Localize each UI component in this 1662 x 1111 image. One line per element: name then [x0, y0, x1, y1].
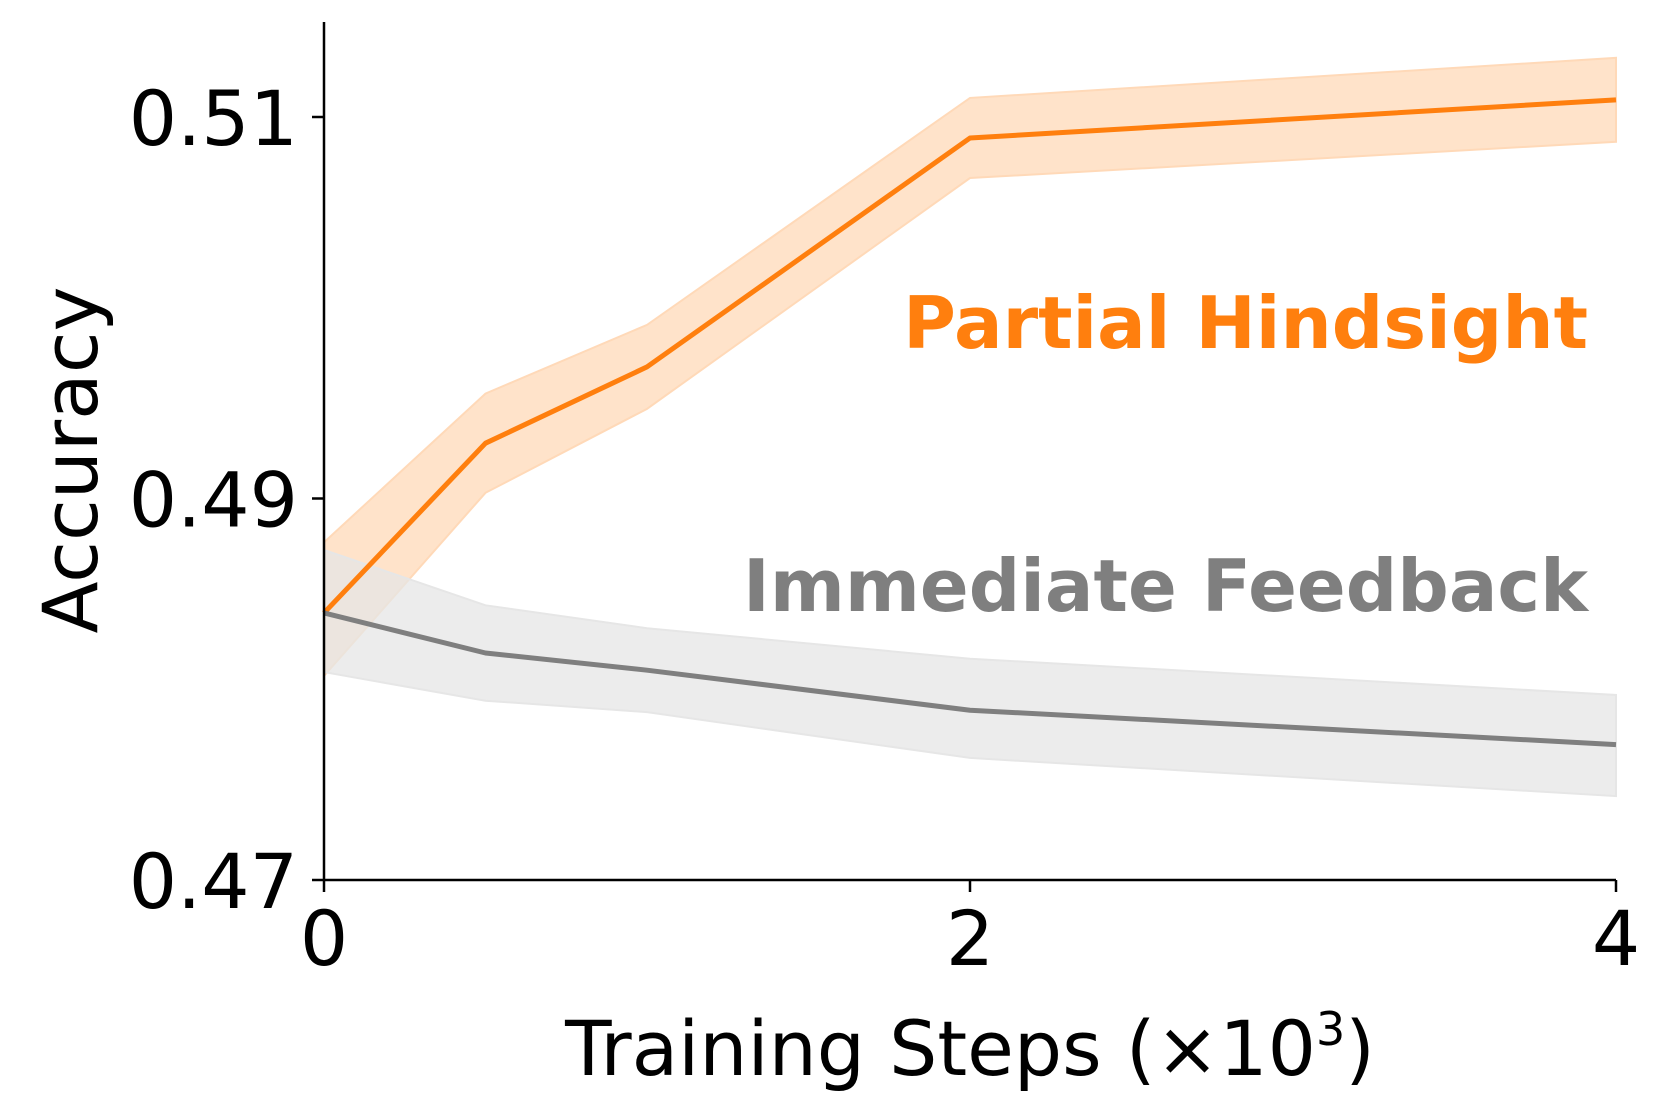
- x-axis-title-suffix: ): [1345, 1004, 1375, 1093]
- x-axis-title: Training Steps (×103): [564, 1002, 1375, 1093]
- x-ticks: 0 2 4: [300, 880, 1640, 983]
- partial-hindsight-line: [322, 97, 1617, 615]
- partial-hindsight-confidence-band: [323, 56, 1617, 679]
- x-tick-label: 2: [946, 894, 994, 983]
- y-tick-label: 0.47: [129, 837, 298, 926]
- immediate-feedback-line: [323, 610, 1617, 748]
- series-lines: [322, 97, 1617, 748]
- series-labels: Partial Hindsight Immediate Feedback: [743, 281, 1590, 628]
- y-tick-label: 0.51: [129, 74, 298, 163]
- y-axis-title: Accuracy: [26, 287, 115, 634]
- x-axis-title-superscript: 3: [1316, 1002, 1345, 1056]
- immediate-feedback-confidence-band: [323, 548, 1617, 798]
- y-ticks: 0.47 0.49 0.51: [129, 74, 324, 926]
- x-tick-label: 0: [300, 894, 348, 983]
- x-tick-label: 4: [1592, 894, 1640, 983]
- y-tick-label: 0.49: [129, 456, 298, 545]
- confidence-bands: [323, 56, 1617, 798]
- partial-hindsight-label: Partial Hindsight: [903, 281, 1588, 365]
- immediate-feedback-label: Immediate Feedback: [743, 544, 1590, 628]
